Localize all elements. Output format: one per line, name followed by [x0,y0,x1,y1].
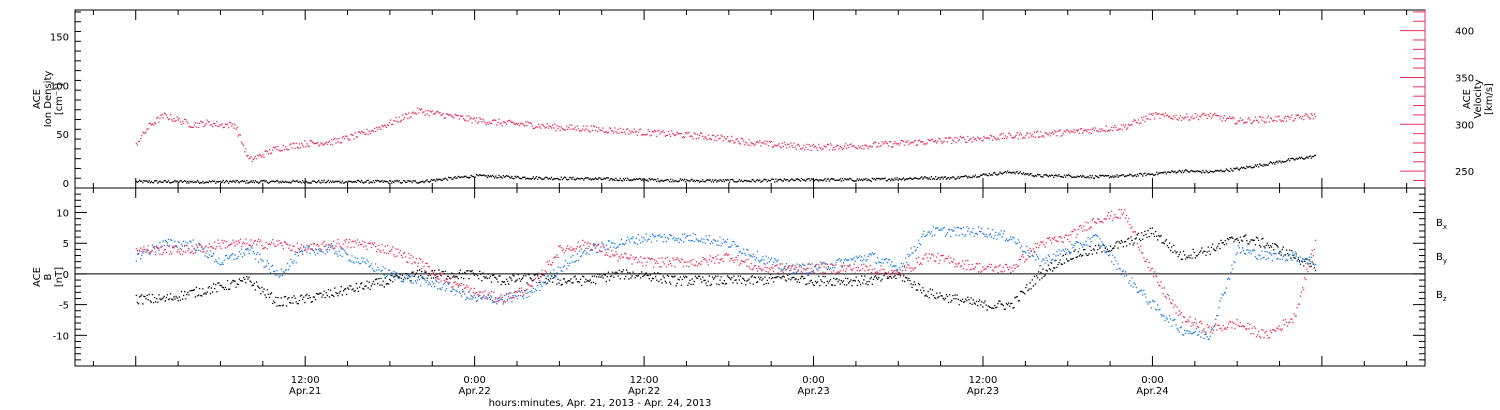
ion-density-series-points [135,154,1317,184]
x-tick-date: Apr.22 [628,386,660,397]
x-tick-time: 0:00 [463,375,485,386]
ylabel-line: B [43,273,54,280]
x-tick-time: 12:00 [291,375,320,386]
x-tick-time: 0:00 [1141,375,1163,386]
x-tick-time: 12:00 [630,375,659,386]
left-y-tick-label: -5 [59,301,69,312]
series-bx-points [135,227,1317,311]
ylabel-line: ACE [32,267,43,287]
right-y-tick-label: 400 [1455,27,1474,38]
x-tick-time: 0:00 [802,375,824,386]
left-y-tick-label: 10 [56,209,69,220]
left-y-tick-label: 5 [63,239,69,250]
right-y-tick-label: 300 [1455,120,1474,131]
ion-density-series [135,154,1317,184]
x-tick-date: Apr.23 [967,386,999,397]
ylabel-line: [km/s] [1484,83,1495,115]
left-y-tick-label: -10 [53,331,69,342]
x-axis-label: hours:minutes, Apr. 21, 2013 - Apr. 24, … [489,398,712,409]
legend-sub: y [1443,257,1447,265]
legend-by: By [1436,252,1447,265]
ylabel-line: ACE [32,89,43,109]
legend-main: B [1436,290,1443,301]
left-y-tick-label: 0 [63,179,69,190]
plasma-panel-frame [74,9,1426,189]
legend-main: B [1436,252,1443,263]
right-y-tick-label: 250 [1455,167,1474,178]
x-tick-date: Apr.22 [458,386,490,397]
x-tick-date: Apr.23 [797,386,829,397]
left-y-tick-label: 150 [50,32,69,43]
x-tick-time: 12:00 [969,375,998,386]
left-y-tick-label: 0 [63,270,69,281]
velocity-series-points [135,107,1317,162]
velocity-series [135,107,1317,162]
legend-sub: x [1443,223,1447,231]
legend-bx: Bx [1436,218,1447,231]
ylabel-line: Velocity [1473,79,1484,118]
plasma-right-ylabel: ACEVelocity[km/s] [1462,79,1495,118]
left-y-tick-label: 50 [56,130,69,141]
legend-bz: Bz [1436,290,1447,303]
x-tick-date: Apr.21 [289,386,321,397]
right-y-tick-label: 350 [1455,73,1474,84]
magnetic-panel-frame [74,187,1426,367]
left-y-tick-label: 100 [50,81,69,92]
ylabel-line: ACE [1462,89,1473,109]
ylabel-line: [cm⁻³] [54,83,65,115]
ylabel-line: Ion Density [43,71,54,128]
legend-main: B [1436,218,1443,229]
ylabel-line: [nT] [54,267,65,287]
plasma-left-ylabel: ACEIon Density[cm⁻³] [32,71,65,128]
legend-sub: z [1443,295,1447,303]
series-bx [135,227,1317,311]
x-tick-date: Apr.24 [1136,386,1168,397]
time-axis: 12:00Apr.210:00Apr.2212:00Apr.220:00Apr.… [289,375,1169,409]
magnetic-left-ylabel: ACEB[nT] [32,267,65,287]
